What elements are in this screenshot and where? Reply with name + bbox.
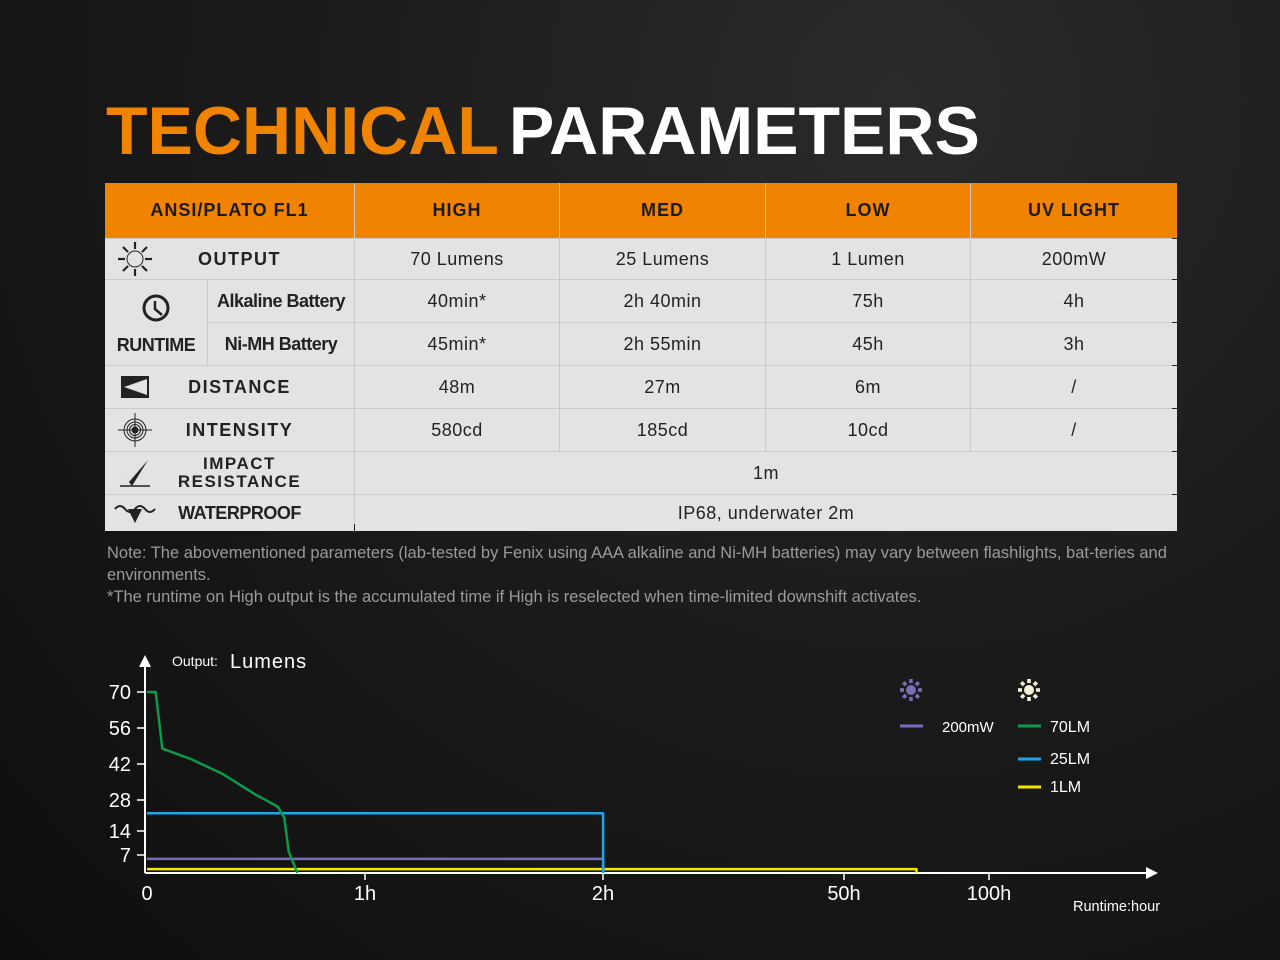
y-tick-label: 42 [109, 754, 131, 776]
ray [1018, 688, 1022, 692]
distance-med: 27m [560, 366, 765, 408]
intensity-high: 580cd [355, 409, 559, 451]
nimh-high: 45min* [355, 323, 559, 365]
y-tick-label: 14 [109, 821, 131, 843]
clock-icon [141, 293, 171, 328]
header-high: HIGH [355, 183, 559, 238]
intensity-low: 10cd [766, 409, 970, 451]
ray [909, 679, 913, 683]
alkaline-low: 75h [766, 280, 970, 322]
ray [1019, 693, 1026, 700]
nimh-uv: 3h [971, 323, 1177, 365]
intensity-med: 185cd [560, 409, 765, 451]
row-label-impact: IMPACT RESISTANCE [105, 452, 354, 494]
ray [918, 688, 922, 692]
legend-label-200mw: 200mW [942, 719, 995, 736]
ray [909, 697, 913, 701]
header-low: LOW [766, 183, 970, 238]
y-tick-label: 7 [120, 845, 131, 867]
ray [914, 680, 921, 687]
alkaline-label: Alkaline Battery [208, 280, 354, 322]
output-uv: 200mW [971, 239, 1177, 279]
ray [1019, 680, 1026, 687]
row-label-output: OUTPUT [105, 239, 354, 279]
distance-low: 6m [766, 366, 970, 408]
intensity-uv: / [971, 409, 1177, 451]
row-label-intensity: INTENSITY [105, 409, 354, 451]
note-1: Note: The abovementioned parameters (lab… [107, 544, 1167, 584]
spec-table: ANSI/PLATO FL1 HIGH MED LOW UV LIGHT OUT… [105, 183, 1177, 531]
x-tick-label: 1h [354, 883, 376, 905]
header-standard: ANSI/PLATO FL1 [105, 183, 354, 238]
x-axis-arrow [1146, 867, 1158, 879]
ray [1032, 693, 1039, 700]
waterproof-value: IP68, underwater 2m [355, 495, 1177, 531]
y-label-prefix: Output: [172, 653, 218, 669]
ray [1027, 679, 1031, 683]
output-high: 70 Lumens [355, 239, 559, 279]
ray [1032, 680, 1039, 687]
legend-label-1lm: 1LM [1050, 779, 1081, 796]
ray [1027, 697, 1031, 701]
distance-high: 48m [355, 366, 559, 408]
legend-label-25lm: 25LM [1050, 751, 1090, 768]
uv-sun-icon [900, 679, 922, 701]
x-tick-label: 100h [967, 883, 1012, 905]
white-sun-icon [1018, 679, 1040, 701]
x-tick-label: 50h [827, 883, 860, 905]
x-tick-label: 2h [592, 883, 614, 905]
ray [900, 688, 904, 692]
page-title: TECHNICAL PARAMETERS [106, 93, 980, 169]
series-line-1lm [147, 867, 918, 873]
alkaline-uv: 4h [971, 280, 1177, 322]
series-line-25lm [147, 812, 605, 874]
row-label-distance: DISTANCE [105, 366, 354, 408]
ray [914, 693, 921, 700]
sun-icon [105, 241, 165, 277]
nimh-low: 45h [766, 323, 970, 365]
nimh-label: Ni-MH Battery [208, 323, 354, 365]
output-med: 25 Lumens [560, 239, 765, 279]
y-tick-label: 70 [109, 682, 131, 704]
waterproof-icon [105, 501, 165, 525]
notes: Note: The abovementioned parameters (lab… [107, 542, 1182, 608]
series-line-200mw [147, 857, 605, 873]
legend-label-70lm: 70LM [1050, 719, 1090, 736]
impact-value: 1m [355, 452, 1177, 494]
x-tick-label: 0 [141, 883, 152, 905]
alkaline-high: 40min* [355, 280, 559, 322]
y-label: Lumens [230, 651, 307, 673]
ray [901, 693, 908, 700]
distance-uv: / [971, 366, 1177, 408]
target-icon [105, 413, 165, 447]
y-axis-arrow [139, 655, 151, 667]
nimh-med: 2h 55min [560, 323, 765, 365]
header-uv: UV LIGHT [971, 183, 1177, 238]
note-2: *The runtime on High output is the accum… [107, 588, 922, 606]
x-label: Runtime:hour [1073, 899, 1160, 915]
beam-distance-icon [105, 375, 165, 399]
y-tick-label: 56 [109, 718, 131, 740]
output-low: 1 Lumen [766, 239, 970, 279]
impact-check-icon [105, 458, 165, 488]
row-label-runtime: RUNTIME [105, 280, 207, 365]
header-med: MED [560, 183, 765, 238]
y-tick-label: 28 [109, 790, 131, 812]
ray [901, 680, 908, 687]
ray [1036, 688, 1040, 692]
series-line-70lm [147, 690, 299, 874]
legend: 200mW 70LM 25LM 1LM [900, 679, 1090, 796]
row-label-waterproof: WATERPROOF [105, 495, 354, 531]
alkaline-med: 2h 40min [560, 280, 765, 322]
